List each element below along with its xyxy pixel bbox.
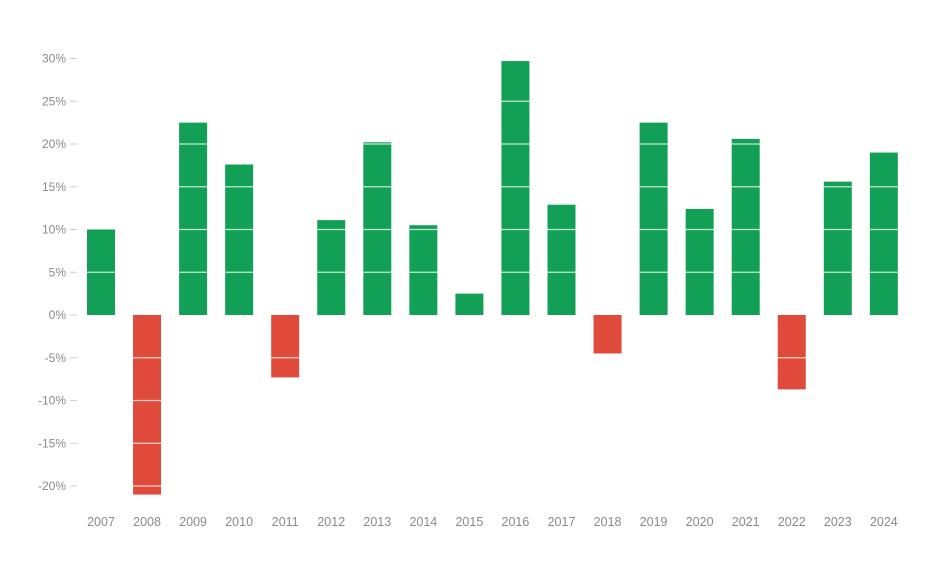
bar-2017: [547, 204, 576, 315]
bar-group: [869, 152, 898, 315]
y-tick-label: -10%: [38, 394, 66, 408]
y-tick-label: -15%: [38, 436, 66, 450]
bar-group: [777, 315, 806, 390]
y-tick-label: 20%: [42, 137, 66, 151]
bar-group: [501, 61, 530, 315]
y-axis: 30% 25% 20% 15% 10% 5% 0% -5% -10% -15% -20%: [38, 52, 77, 493]
bar-group: [87, 229, 115, 315]
bar-group: [271, 315, 300, 378]
x-tick-label: 2014: [409, 515, 437, 529]
y-tick-label: 5%: [49, 265, 67, 279]
bar-group: [363, 142, 392, 315]
y-tick-label: 25%: [42, 94, 66, 108]
x-tick-label: 2020: [686, 515, 714, 529]
bar-group: [685, 208, 714, 315]
bar-group: [317, 220, 346, 315]
bar-2016: [501, 61, 530, 315]
bar-group: [225, 164, 254, 315]
y-tick-label: 10%: [42, 223, 66, 237]
bar-2015: [455, 293, 484, 315]
bar-2021: [731, 138, 760, 315]
bar-group: [455, 293, 484, 315]
bar-2018: [593, 315, 622, 354]
bar-2009: [179, 122, 208, 315]
x-tick-label: 2023: [824, 515, 852, 529]
x-tick-label: 2015: [455, 515, 483, 529]
bar-group: [639, 122, 668, 315]
x-tick-label: 2007: [87, 515, 115, 529]
bar-2013: [363, 142, 392, 315]
y-tick-label: 0%: [49, 308, 67, 322]
x-tick-label: 2016: [502, 515, 530, 529]
bar-group: [133, 315, 162, 495]
x-tick-label: 2017: [548, 515, 576, 529]
x-tick-label: 2011: [272, 515, 299, 529]
x-tick-label: 2010: [225, 515, 253, 529]
bar-group: [179, 122, 208, 315]
bar-group: [593, 315, 622, 354]
bar-2012: [317, 220, 346, 315]
bar-2011: [271, 315, 300, 378]
x-tick-label: 2013: [363, 515, 391, 529]
y-tick-label: 15%: [42, 180, 66, 194]
bars: [87, 61, 898, 495]
x-tick-label: 2012: [317, 515, 345, 529]
bar-2019: [639, 122, 668, 315]
y-tick-label: 30%: [42, 52, 66, 66]
x-tick-label: 2022: [778, 515, 806, 529]
x-tick-label: 2019: [640, 515, 668, 529]
bar-group: [823, 181, 852, 315]
bar-2022: [777, 315, 806, 390]
bar-group: [547, 204, 576, 315]
x-tick-label: 2021: [732, 515, 760, 529]
bar-2024: [869, 152, 898, 315]
x-tick-label: 2024: [870, 515, 898, 529]
x-tick-label: 2009: [179, 515, 207, 529]
bar-2008: [133, 315, 162, 495]
bar-group: [731, 138, 760, 315]
bar-2020: [685, 208, 714, 315]
x-tick-label: 2008: [133, 515, 161, 529]
y-tick-label: -20%: [38, 479, 66, 493]
bar-2010: [225, 164, 254, 315]
bar-2023: [823, 181, 852, 315]
x-tick-label: 2018: [594, 515, 622, 529]
x-axis: 2007 2008 2009 2010 2011 2012 2013 2014 2015 2016…: [87, 515, 898, 529]
bar-group: [409, 225, 438, 315]
bar-2014: [409, 225, 438, 315]
y-tick-label: -5%: [45, 351, 67, 365]
